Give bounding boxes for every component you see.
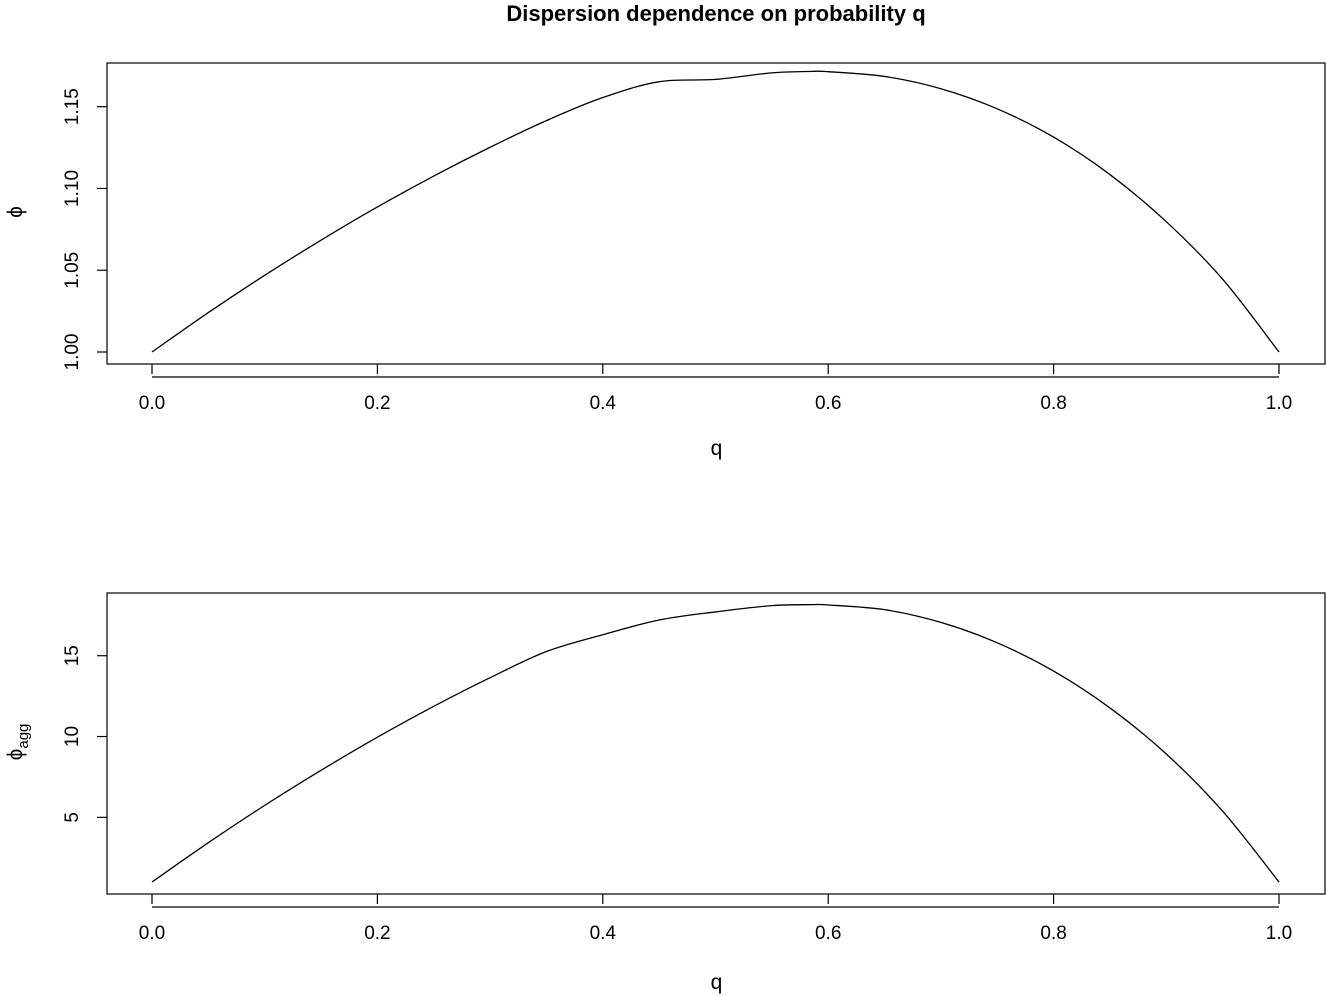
x-tick-label: 0.6 — [815, 923, 841, 944]
y-tick-label: 1.10 — [62, 170, 83, 207]
y-tick-label: 1.15 — [62, 88, 83, 125]
phi-panel: 0.0 0.2 0.4 0.6 0.8 1.0 1.00 1.05 1.10 1.15 q ϕ — [4, 62, 1326, 460]
y-axis-label: ϕagg — [4, 724, 32, 761]
y-tick-label: 1.00 — [62, 334, 83, 371]
y-tick-label: 1.05 — [62, 252, 83, 289]
phi-agg-curve — [151, 603, 1280, 883]
y-axis-label: ϕ — [4, 206, 27, 218]
x-tick-label: 0.2 — [364, 923, 390, 944]
x-tick-label: 1.0 — [1266, 923, 1292, 944]
x-axis-label: q — [711, 971, 723, 994]
x-tick-label: 0.2 — [364, 393, 390, 414]
y-tick-label: 10 — [62, 726, 83, 747]
phi-agg-panel: 0.0 0.2 0.4 0.6 0.8 1.0 5 10 15 q ϕagg — [4, 592, 1326, 994]
y-tick-label: 5 — [62, 812, 83, 823]
x-tick-label: 1.0 — [1266, 393, 1292, 414]
x-tick-label: 0.6 — [815, 393, 841, 414]
plot-frame — [106, 62, 1326, 365]
x-tick-label: 0.4 — [590, 393, 617, 414]
x-tick-label: 0.8 — [1040, 923, 1066, 944]
y-tick-label: 15 — [62, 645, 83, 666]
phi-curve — [151, 70, 1280, 353]
x-tick-label: 0.0 — [139, 923, 165, 944]
chart-title: Dispersion dependence on probability q — [506, 1, 925, 26]
x-axis-label: q — [711, 437, 723, 460]
x-tick-label: 0.0 — [139, 393, 165, 414]
plot-frame — [106, 592, 1326, 895]
x-tick-label: 0.4 — [590, 923, 617, 944]
x-tick-label: 0.8 — [1040, 393, 1066, 414]
